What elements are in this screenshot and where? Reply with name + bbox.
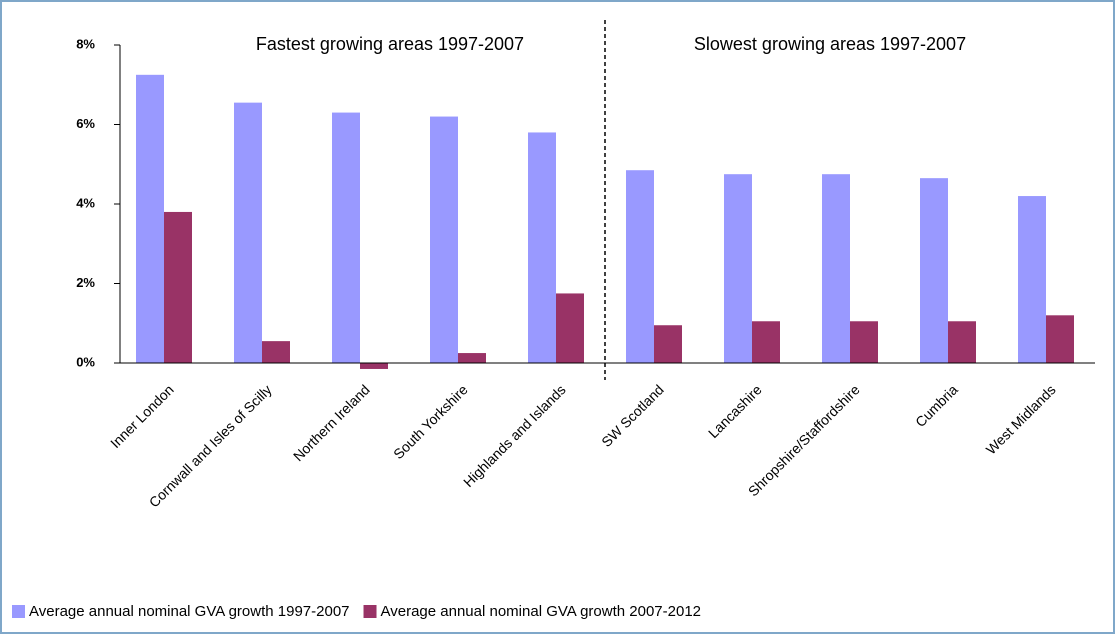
y-tick-label: 6% [76,116,95,131]
bar [1018,196,1046,363]
bar [360,363,388,369]
bar [262,341,290,363]
bar [556,293,584,363]
annotation: Fastest growing areas 1997-2007 [256,34,524,54]
y-tick-label: 8% [76,36,95,51]
bar [430,116,458,363]
bar [1046,315,1074,363]
legend-swatch [363,605,377,618]
bar [948,321,976,363]
bar [458,353,486,363]
bar [850,321,878,363]
bar [234,102,262,363]
bar [528,132,556,363]
y-tick-label: 0% [76,354,95,369]
legend-label: Average annual nominal GVA growth 1997-2… [29,603,350,620]
legend-label: Average annual nominal GVA growth 2007-2… [381,603,702,620]
bar [752,321,780,363]
bar [654,325,682,363]
bar [626,170,654,363]
annotation: Slowest growing areas 1997-2007 [694,34,966,54]
y-tick-label: 4% [76,195,95,210]
bar [164,211,192,363]
bar [136,74,164,363]
y-tick-label: 2% [76,275,95,290]
bar [332,112,360,363]
bar [724,174,752,363]
bar [920,178,948,363]
legend-swatch [12,605,25,618]
bar [822,174,850,363]
